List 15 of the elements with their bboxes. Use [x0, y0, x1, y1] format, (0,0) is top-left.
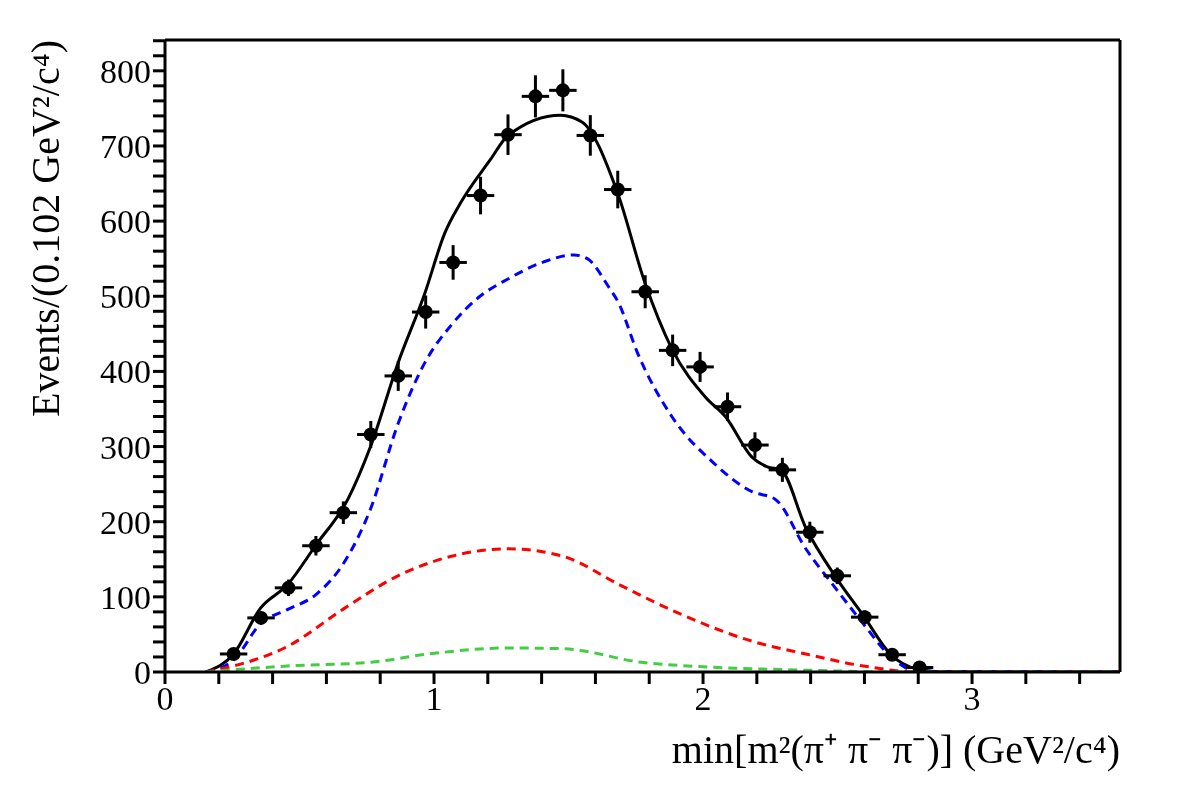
y-tick-label: 100	[100, 578, 151, 616]
x-tick-label: 3	[963, 680, 981, 718]
y-axis-title: Events/(0.102 GeV²/c⁴)	[22, 40, 69, 417]
y-tick-label: 400	[100, 353, 151, 391]
y-tick-label: 800	[100, 52, 151, 90]
y-tick-label: 300	[100, 428, 151, 466]
y-tick-label: 0	[134, 654, 151, 692]
y-tick-label: 200	[100, 503, 151, 541]
y-tick-label: 700	[100, 128, 151, 166]
x-tick-label: 1	[425, 680, 443, 718]
y-tick-label: 500	[100, 278, 151, 316]
x-tick-label: 2	[694, 680, 712, 718]
y-tick-label: 600	[100, 203, 151, 241]
x-axis-title: min[m²(π⁺ π⁻ π⁻)] (GeV²/c⁴)	[671, 726, 1120, 774]
x-tick-label: 0	[156, 680, 174, 718]
